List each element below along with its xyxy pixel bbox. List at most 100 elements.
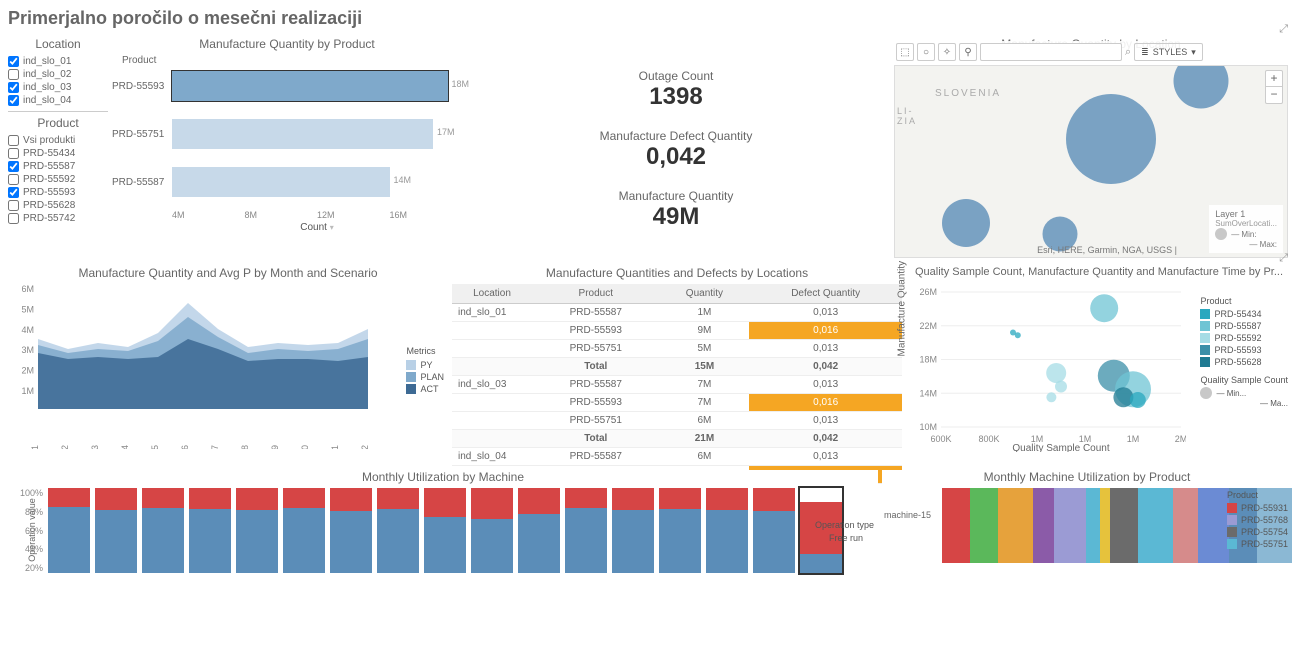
machine-segment[interactable] xyxy=(970,488,998,563)
checkbox[interactable] xyxy=(8,135,19,146)
product-filter-0[interactable]: Vsi produkti xyxy=(8,134,108,147)
machine-segment[interactable] xyxy=(1110,488,1138,563)
scatter-chart[interactable]: 26M22M18M14M10M600K800K1M1M1M2MQuality S… xyxy=(906,282,1186,452)
barchart-title: Manufacture Quantity by Product xyxy=(112,37,462,51)
bar[interactable]: 18M xyxy=(172,71,462,101)
table-row[interactable]: PRD-557516M0,013 xyxy=(452,412,902,430)
area-chart[interactable]: 6M5M4M3M2M1M2016-012016-022016-032016-04… xyxy=(8,284,378,449)
machine-segment[interactable] xyxy=(998,488,1033,563)
checkbox[interactable] xyxy=(8,161,19,172)
table-row[interactable]: ind_slo_04PRD-555876M0,013 xyxy=(452,448,902,466)
util-bar[interactable] xyxy=(706,488,748,573)
util-bar[interactable] xyxy=(612,488,654,573)
checkbox[interactable] xyxy=(8,200,19,211)
map-styles-dropdown[interactable]: ≣ STYLES ▾ xyxy=(1134,43,1203,61)
location-filter-1[interactable]: ind_slo_02 xyxy=(8,68,108,81)
map-toolbar: ⬚ ○ ✧ ⚲ ⌕ ≣ STYLES ▾ xyxy=(894,41,1288,63)
map-panel: Manufacture Quantity by Location ⤢ ⬚ ○ ✧… xyxy=(890,37,1292,262)
search-icon[interactable]: ⌕ xyxy=(1125,46,1131,59)
util-bar[interactable] xyxy=(236,488,278,573)
product-filter-5[interactable]: PRD-55628 xyxy=(8,199,108,212)
table-row[interactable]: PRD-555939M0,016 xyxy=(452,322,902,340)
bar[interactable]: 17M xyxy=(172,119,462,149)
util-bar[interactable] xyxy=(424,488,466,573)
table-row[interactable]: ind_slo_03PRD-555877M0,013 xyxy=(452,376,902,394)
util-bar[interactable] xyxy=(471,488,513,573)
table-header[interactable]: Product xyxy=(532,284,660,304)
bar[interactable]: 14M xyxy=(172,167,462,197)
util-bar[interactable] xyxy=(753,488,795,573)
table-total-row: Total21M0,042 xyxy=(452,430,902,448)
machine-segment[interactable] xyxy=(1198,488,1230,563)
machine-segment[interactable] xyxy=(1173,488,1198,563)
util-bar[interactable] xyxy=(189,488,231,573)
machine-segment[interactable] xyxy=(1054,488,1086,563)
table-header[interactable]: Defect Quantity xyxy=(749,284,902,304)
location-filter-0[interactable]: ind_slo_01 xyxy=(8,55,108,68)
util-bar[interactable] xyxy=(377,488,419,573)
zoom-in[interactable]: + xyxy=(1266,71,1282,87)
map-tool-pin[interactable]: ⚲ xyxy=(959,43,977,61)
table-header[interactable]: Quantity xyxy=(660,284,750,304)
checkbox[interactable] xyxy=(8,148,19,159)
map-bubble[interactable] xyxy=(942,199,990,247)
util-bar[interactable] xyxy=(518,488,560,573)
product-filter-6[interactable]: PRD-55742 xyxy=(8,212,108,225)
util-bar[interactable] xyxy=(142,488,184,573)
expand-icon[interactable]: ⤢ xyxy=(1279,252,1288,265)
zoom-out[interactable]: − xyxy=(1266,87,1282,103)
map-bubble[interactable] xyxy=(1066,94,1156,184)
checkbox[interactable] xyxy=(8,187,19,198)
map-bubble[interactable] xyxy=(1173,65,1228,109)
map-search-input[interactable] xyxy=(980,43,1122,61)
map-tool-lasso[interactable]: ✧ xyxy=(938,43,956,61)
svg-text:2M: 2M xyxy=(1175,434,1186,444)
svg-text:22M: 22M xyxy=(919,321,937,331)
product-filter-2[interactable]: PRD-55587 xyxy=(8,160,108,173)
util-bar[interactable] xyxy=(659,488,701,573)
util-bar[interactable] xyxy=(283,488,325,573)
kpi: Manufacture Quantity49M xyxy=(619,189,734,231)
checkbox[interactable] xyxy=(8,82,19,93)
product-filter-1[interactable]: PRD-55434 xyxy=(8,147,108,160)
checkbox[interactable] xyxy=(8,69,19,80)
map-tool-circle[interactable]: ○ xyxy=(917,43,935,61)
svg-text:2016-03: 2016-03 xyxy=(90,445,100,449)
barchart-header: Product xyxy=(112,55,462,66)
util-bar[interactable] xyxy=(565,488,607,573)
machine-legend: Product PRD-55931PRD-55768PRD-55754PRD-5… xyxy=(1227,490,1288,551)
barchart-axis-label: Count ▾ xyxy=(172,222,462,233)
map-area[interactable]: SLOVENIA LI-ZIA + − Esri, HERE, Garmin, … xyxy=(894,65,1288,258)
machine-segment[interactable] xyxy=(1138,488,1173,563)
machine-segment[interactable] xyxy=(1086,488,1100,563)
utilization-panel: Monthly Utilization by Machine Operation… xyxy=(8,470,878,600)
product-filter-4[interactable]: PRD-55593 xyxy=(8,186,108,199)
location-filter-3[interactable]: ind_slo_04 xyxy=(8,94,108,107)
map-legend: Layer 1 SumOverLocati... — Min: — Max: xyxy=(1209,205,1283,253)
kpi: Outage Count1398 xyxy=(639,69,714,111)
table-row[interactable]: PRD-555937M0,016 xyxy=(452,394,902,412)
machine-segment[interactable] xyxy=(1033,488,1054,563)
checkbox[interactable] xyxy=(8,56,19,67)
util-bar[interactable] xyxy=(330,488,372,573)
location-filter-2[interactable]: ind_slo_03 xyxy=(8,81,108,94)
map-tool-select[interactable]: ⬚ xyxy=(896,43,914,61)
svg-text:2016-12: 2016-12 xyxy=(360,445,370,449)
util-bar[interactable] xyxy=(48,488,90,573)
machine-product-panel: Monthly Machine Utilization by Product m… xyxy=(882,470,1292,600)
utilization-bars[interactable] xyxy=(48,488,878,573)
expand-icon[interactable]: ⤢ xyxy=(1279,23,1288,36)
table-row[interactable]: PRD-557515M0,013 xyxy=(452,340,902,358)
checkbox[interactable] xyxy=(8,95,19,106)
util-bar[interactable] xyxy=(95,488,137,573)
map-zoom[interactable]: + − xyxy=(1265,70,1283,104)
machine-segment[interactable] xyxy=(942,488,970,563)
map-country-label: SLOVENIA xyxy=(935,88,1001,99)
table-header[interactable]: Location xyxy=(452,284,532,304)
product-filter-3[interactable]: PRD-55592 xyxy=(8,173,108,186)
svg-text:1M: 1M xyxy=(21,386,34,396)
table-row[interactable]: ind_slo_01PRD-555871M0,013 xyxy=(452,304,902,322)
machine-segment[interactable] xyxy=(1100,488,1111,563)
checkbox[interactable] xyxy=(8,174,19,185)
checkbox[interactable] xyxy=(8,213,19,224)
